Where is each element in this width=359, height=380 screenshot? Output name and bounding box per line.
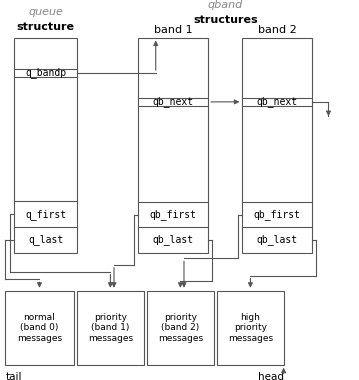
Text: qb_next: qb_next [257,97,298,107]
Text: head: head [258,372,284,380]
Bar [138,38,208,253]
Bar [217,291,284,365]
Text: qb_last: qb_last [257,234,298,245]
Text: priority
(band 2)
messages: priority (band 2) messages [158,313,203,343]
Text: qb_first: qb_first [150,209,197,220]
Bar [77,291,144,365]
Text: band 2: band 2 [258,25,297,35]
Bar [5,291,74,365]
Bar [147,291,214,365]
Text: band 1: band 1 [154,25,192,35]
Bar [14,38,77,253]
Text: structures: structures [193,15,258,25]
Text: qband: qband [208,0,243,10]
Text: normal
(band 0)
messages: normal (band 0) messages [17,313,62,343]
Text: tail: tail [5,372,22,380]
Text: q_last: q_last [28,234,64,245]
Text: priority
(band 1)
messages: priority (band 1) messages [88,313,133,343]
Bar [242,38,312,253]
Text: queue: queue [28,7,63,17]
Text: high
priority
messages: high priority messages [228,313,273,343]
Text: q_first: q_first [25,209,66,220]
Text: qb_next: qb_next [153,97,194,107]
Text: q_bandp: q_bandp [25,67,66,78]
Text: qb_last: qb_last [153,234,194,245]
Text: structure: structure [17,22,75,32]
Text: qb_first: qb_first [254,209,301,220]
